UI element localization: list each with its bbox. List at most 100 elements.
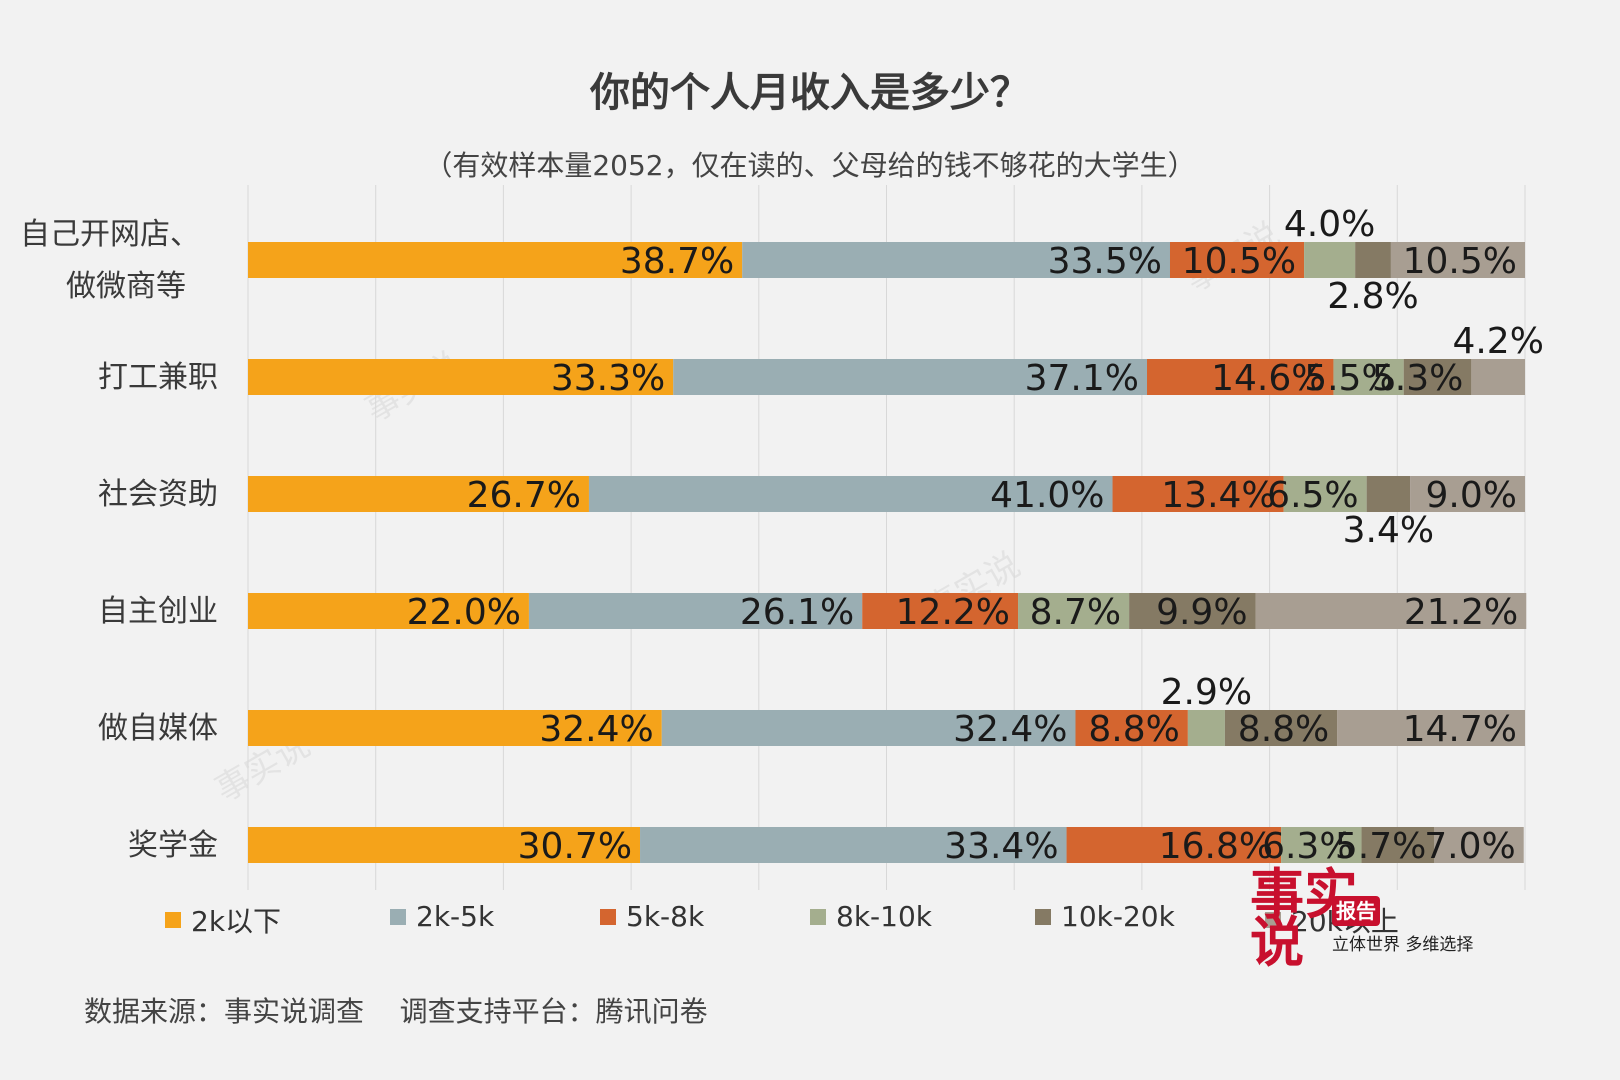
data-label: 5.3% xyxy=(1372,358,1463,399)
data-label: 8.8% xyxy=(1238,709,1329,750)
bar-segment xyxy=(248,710,662,746)
data-label: 9.0% xyxy=(1426,475,1517,516)
category-label: 自主创业 xyxy=(98,594,218,629)
data-label: 13.4% xyxy=(1161,475,1275,516)
legend-label: 2k-5k xyxy=(416,900,495,933)
bar-segment xyxy=(248,593,529,629)
legend-swatch xyxy=(1265,912,1281,928)
bar-segment xyxy=(528,593,863,629)
data-source-note: 数据来源：事实说调查 调查支持平台：腾讯问卷 xyxy=(84,995,708,1028)
data-label: 37.1% xyxy=(1025,358,1139,399)
bar-segment xyxy=(1224,710,1338,746)
bar-segment xyxy=(1281,827,1362,863)
data-label: 30.7% xyxy=(518,826,632,867)
data-label: 4.2% xyxy=(1452,321,1543,362)
bar-segment xyxy=(661,710,1076,746)
data-label: 32.4% xyxy=(953,709,1067,750)
chart-subtitle: （有效样本量2052，仅在读的、父母给的钱不够花的大学生） xyxy=(424,149,1196,182)
bar-segment xyxy=(1283,476,1367,512)
bar-segment xyxy=(1255,593,1527,629)
legend-swatch xyxy=(165,912,181,928)
logo-tagline: 立体世界 多维选择 xyxy=(1332,935,1474,955)
bar-segment xyxy=(1337,710,1525,746)
bar-segment xyxy=(1390,242,1525,278)
chart-title: 你的个人月收入是多少？ xyxy=(590,70,1030,116)
category-label: 社会资助 xyxy=(98,477,218,512)
data-label: 22.0% xyxy=(407,592,521,633)
data-label: 6.3% xyxy=(1262,826,1353,867)
legend-item: 8k-10k xyxy=(810,900,932,933)
data-label: 6.5% xyxy=(1267,475,1358,516)
bar-segment xyxy=(1410,476,1525,512)
data-label: 9.9% xyxy=(1156,592,1247,633)
data-label: 38.7% xyxy=(620,241,734,282)
data-label: 16.8% xyxy=(1159,826,1273,867)
legend-item: 2k以下 xyxy=(165,900,281,940)
legend-swatch xyxy=(810,908,826,925)
bar-segment xyxy=(1018,593,1130,629)
data-label: 8.7% xyxy=(1030,592,1121,633)
data-label: 33.4% xyxy=(944,826,1058,867)
brand-logo: 事实说 报告 立体世界 多维选择 xyxy=(1250,867,1480,990)
category-label: 做微商等 xyxy=(66,269,186,304)
data-label: 14.7% xyxy=(1403,709,1517,750)
bar-segment xyxy=(1403,359,1472,395)
data-label: 33.5% xyxy=(1048,241,1162,282)
data-label: 7.0% xyxy=(1424,826,1515,867)
category-label: 奖学金 xyxy=(128,828,218,863)
bar-segment xyxy=(1147,359,1334,395)
bar-segment xyxy=(248,476,589,512)
bar-segment xyxy=(640,827,1067,863)
bar-segment xyxy=(1129,593,1256,629)
logo-badge: 报告 xyxy=(1332,896,1380,926)
bar-segment xyxy=(1366,476,1411,512)
data-label: 14.6% xyxy=(1211,358,1325,399)
data-label: 2.9% xyxy=(1161,672,1252,713)
legend-label: 2k以下 xyxy=(191,905,282,938)
data-label: 10.5% xyxy=(1182,241,1296,282)
bar-segment xyxy=(1169,242,1305,278)
bar-segment xyxy=(588,476,1113,512)
data-label: 33.3% xyxy=(551,358,665,399)
bar-segment xyxy=(1333,359,1404,395)
bar-segment xyxy=(1471,359,1525,395)
category-label: 做自媒体 xyxy=(98,711,218,746)
legend-item: 10k-20k xyxy=(1035,900,1175,933)
bar-segment xyxy=(862,593,1019,629)
bar-segment xyxy=(1355,242,1391,278)
bar-segment xyxy=(248,827,641,863)
legend-swatch xyxy=(390,908,406,925)
data-label: 26.1% xyxy=(740,592,854,633)
data-label: 10.5% xyxy=(1403,241,1517,282)
legend-label: 8k-10k xyxy=(836,900,932,933)
data-label: 4.0% xyxy=(1284,204,1375,245)
bar-segment xyxy=(1112,476,1284,512)
bar-segment xyxy=(248,359,674,395)
data-label: 2.8% xyxy=(1327,276,1418,317)
bar-segment xyxy=(1075,710,1188,746)
data-label: 41.0% xyxy=(990,475,1104,516)
legend-label: 5k-8k xyxy=(626,900,705,933)
category-label: 自己开网店、 xyxy=(20,217,200,252)
legend-item: 5k-8k xyxy=(600,900,704,933)
data-label: 26.7% xyxy=(467,475,581,516)
bar-segment xyxy=(1434,827,1524,863)
data-label: 32.4% xyxy=(539,709,653,750)
bar-segment xyxy=(1304,242,1356,278)
data-label: 8.8% xyxy=(1088,709,1179,750)
legend-label: 10k-20k xyxy=(1061,900,1175,933)
data-label: 5.5% xyxy=(1304,358,1395,399)
bar-segment xyxy=(1066,827,1282,863)
data-label: 5.7% xyxy=(1335,826,1426,867)
data-label: 21.2% xyxy=(1404,592,1518,633)
data-label: 3.4% xyxy=(1343,510,1434,551)
category-label: 打工兼职 xyxy=(98,360,218,395)
bar-segment xyxy=(1187,710,1225,746)
data-label: 12.2% xyxy=(896,592,1010,633)
bar-segment xyxy=(742,242,1170,278)
bar-segment xyxy=(1361,827,1435,863)
bar-segment xyxy=(673,359,1148,395)
legend-item: 2k-5k xyxy=(390,900,494,933)
bar-segment xyxy=(248,242,743,278)
